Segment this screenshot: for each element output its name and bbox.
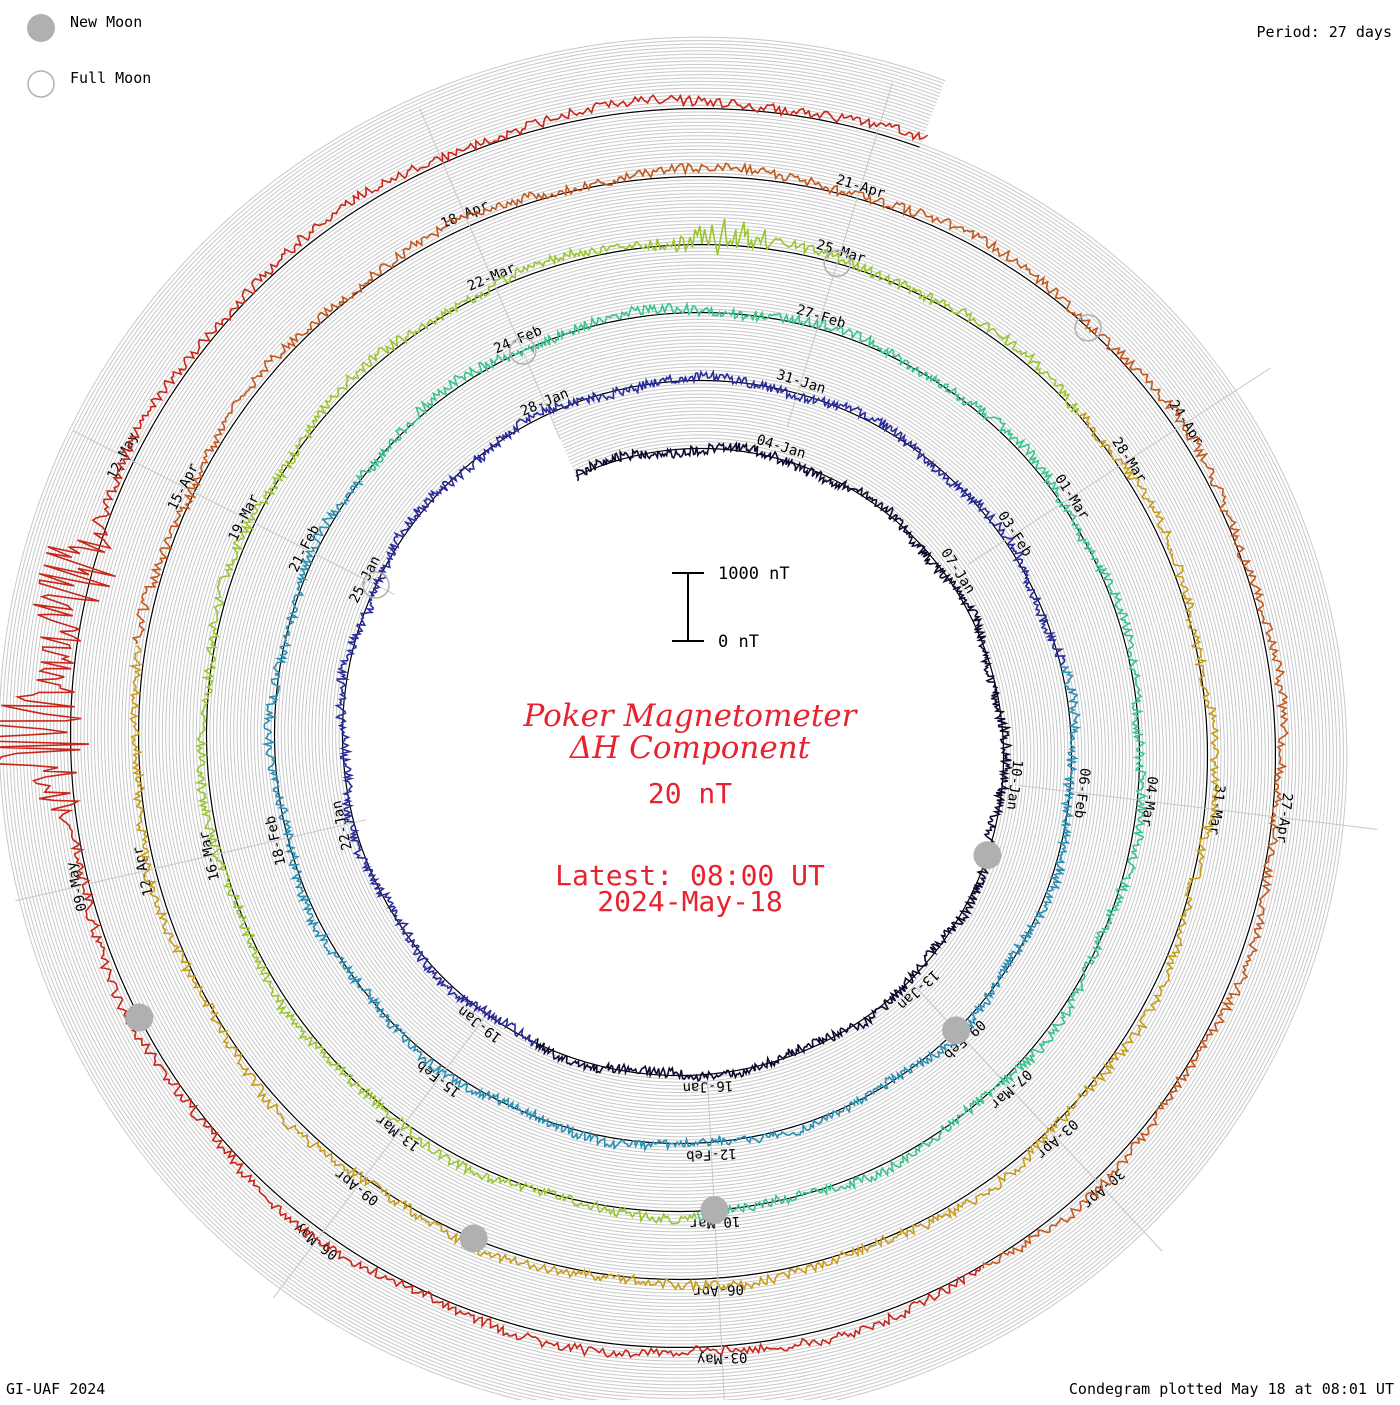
trace-segment — [355, 301, 1149, 1223]
spoke — [968, 367, 1271, 565]
new-moon-legend-icon — [27, 14, 55, 42]
spoke — [786, 82, 893, 428]
grid-line — [42, 80, 1304, 1376]
spoke — [272, 1009, 491, 1299]
new-moon-marker — [942, 1016, 971, 1045]
grid-line — [59, 97, 1287, 1359]
grid-line — [25, 63, 1321, 1393]
trace-segment — [535, 440, 1014, 1083]
full-moon-marker — [509, 337, 537, 365]
date-label: 22-Jan — [329, 799, 356, 852]
date-label: 16-Jan — [682, 1077, 733, 1096]
full-moon-marker — [1074, 314, 1102, 342]
trace-segment — [194, 218, 1080, 1225]
date-label: 10-Jan — [1003, 759, 1025, 811]
grid-line — [32, 70, 1314, 1386]
trace-segment — [0, 93, 982, 1359]
spoke — [72, 430, 395, 595]
baseline-spiral — [70, 108, 1276, 1348]
grid-line — [63, 101, 1283, 1355]
grid-line — [19, 57, 1327, 1399]
full-moon-marker — [823, 249, 851, 278]
grid-line — [15, 53, 1331, 1403]
trace-segment — [128, 412, 1221, 1294]
scale-bottom-label: 0 nT — [718, 632, 759, 652]
spoke — [706, 1076, 726, 1405]
grid-line — [5, 43, 1341, 1405]
scale-top-label: 1000 nT — [718, 564, 790, 584]
footer-credit: GI-UAF 2024 — [6, 1380, 106, 1398]
new-moon-legend-label: New Moon — [70, 13, 143, 31]
date-label: 06-Feb — [1071, 767, 1093, 819]
date-label: 04-Mar — [1138, 775, 1160, 827]
grid-line — [0, 36, 1348, 1405]
scale-bar: 1000 nT 0 nT — [672, 564, 790, 652]
chart-subtitle: ΔH Component — [569, 730, 811, 766]
date-label: 03-May — [696, 1349, 747, 1368]
grid-spirals — [0, 36, 1348, 1405]
data-trace — [0, 93, 1289, 1359]
trace-segment — [131, 161, 1289, 1269]
trace-segment — [334, 369, 1066, 1047]
grid-line — [56, 94, 1290, 1362]
period-label: Period: 27 days — [1256, 23, 1392, 41]
date-label: 27-Apr — [1273, 792, 1295, 844]
grid-line — [29, 67, 1317, 1389]
new-moon-marker — [459, 1224, 488, 1253]
grid-line — [22, 60, 1324, 1396]
moon-markers — [125, 249, 1102, 1253]
spoke — [418, 107, 561, 440]
grid-line — [53, 91, 1293, 1365]
full-moon-legend-label: Full Moon — [70, 69, 152, 87]
new-moon-marker — [700, 1196, 729, 1225]
spoke — [15, 819, 367, 902]
grid-line — [8, 46, 1338, 1405]
grid-line — [49, 87, 1297, 1369]
date-label: 31-Mar — [1206, 784, 1228, 836]
footer-plot-time: Condegram plotted May 18 at 08:01 UT — [1068, 1380, 1394, 1398]
chart-title: Poker Magnetometer — [523, 698, 857, 734]
grid-line — [46, 84, 1300, 1372]
trace-segment — [261, 481, 1082, 1153]
grid-line — [36, 74, 1310, 1382]
new-moon-marker — [125, 1003, 154, 1032]
latest-date: 2024-May-18 — [597, 885, 783, 918]
date-label: 12-Apr — [130, 845, 157, 898]
full-moon-legend-icon — [27, 70, 55, 98]
latest-time: Latest: 08:00 UT — [555, 859, 825, 892]
full-moon-marker — [362, 571, 390, 599]
date-label: 12-Feb — [686, 1145, 737, 1164]
ring-spacing-value: 20 nT — [647, 777, 733, 810]
new-moon-marker — [973, 841, 1002, 870]
spoke — [1019, 784, 1378, 830]
grid-line — [12, 50, 1334, 1405]
grid-line — [39, 77, 1307, 1379]
